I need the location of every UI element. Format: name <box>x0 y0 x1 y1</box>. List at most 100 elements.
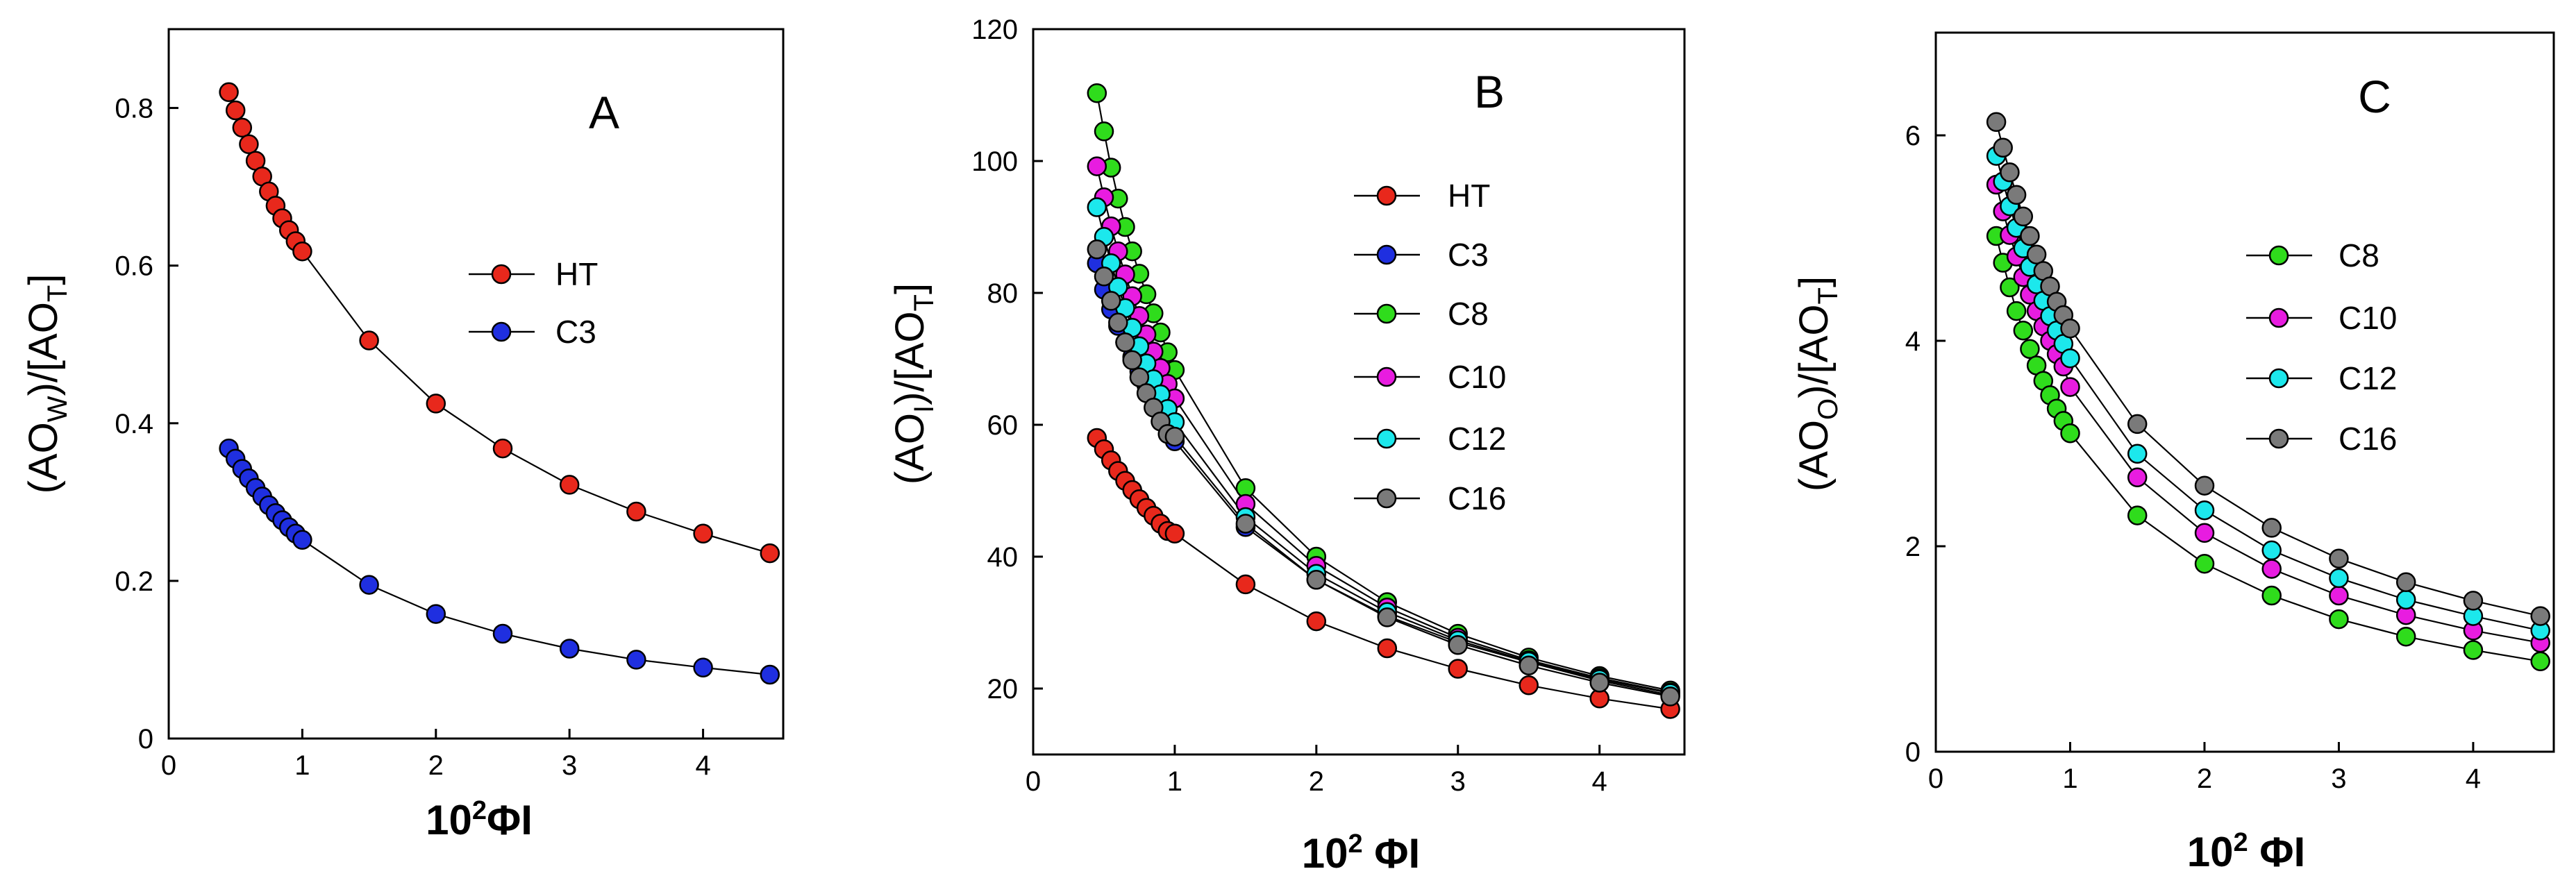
panel-b-plot-frame <box>1032 28 1686 756</box>
legend-label: C12 <box>1448 421 1506 457</box>
data-point-c3 <box>492 623 513 644</box>
panel-c-x-axis-title: 102 ΦI <box>2187 828 2305 875</box>
data-point-ht <box>1235 574 1256 595</box>
data-point-c16 <box>1377 607 1398 627</box>
panel-b-x-tick: 1 <box>1167 766 1182 797</box>
panel-c-x-axis: 0 1 2 3 4 <box>1928 742 2481 794</box>
legend-marker <box>1376 185 1397 206</box>
data-point-c16 <box>2194 475 2215 496</box>
panel-a-legend: HT C3 <box>469 256 598 350</box>
panel-b-y-axis: 20 40 60 80 100 120 <box>971 15 1043 705</box>
data-point-c16 <box>1589 673 1609 693</box>
data-point-c16 <box>1087 239 1107 260</box>
panel-b-x-tick: 4 <box>1592 766 1607 797</box>
data-point-c8 <box>2194 553 2215 574</box>
legend-item-c10: C10 <box>1354 359 1506 395</box>
panel-a: 0 1 2 3 4 0 0.2 0.4 0.6 0.8 A HT C3 <box>21 28 785 843</box>
legend-label: HT <box>555 256 598 292</box>
legend-marker <box>2268 307 2289 328</box>
legend-label: C3 <box>555 314 596 350</box>
data-point-ht <box>492 438 513 459</box>
data-point-c16 <box>1306 570 1327 590</box>
data-point-c3 <box>426 604 446 624</box>
panel-a-y-tick: 0 <box>138 724 153 754</box>
panel-a-y-axis: 0 0.2 0.4 0.6 0.8 <box>115 94 178 754</box>
data-point-c3 <box>292 530 312 550</box>
panel-c-x-tick: 2 <box>2197 764 2212 794</box>
data-point-c12 <box>2127 444 2148 464</box>
panel-b-letter: B <box>1474 66 1505 117</box>
data-point-ht <box>292 241 312 262</box>
data-point-ht <box>693 523 713 544</box>
data-point-c3 <box>626 650 646 670</box>
data-point-ht <box>359 330 379 351</box>
data-point-c16 <box>2530 606 2550 626</box>
data-point-c10 <box>2060 377 2080 397</box>
legend-marker <box>2268 245 2289 266</box>
panel-c-y-tick: 4 <box>1905 326 1921 357</box>
data-point-c8 <box>2006 301 2027 321</box>
panel-a-letter: A <box>589 87 619 138</box>
legend-item-c3: C3 <box>1354 237 1489 273</box>
panel-a-x-tick: 0 <box>161 750 176 781</box>
data-point-c3 <box>693 657 713 678</box>
data-point-c16 <box>2013 206 2034 227</box>
data-point-c8 <box>2020 339 2040 360</box>
panel-a-x-tick: 2 <box>428 750 444 781</box>
panel-b-legend: HT C3 C8 C10 C12 <box>1354 178 1506 516</box>
legend-item-c16: C16 <box>1354 480 1506 516</box>
legend-marker <box>1376 488 1397 509</box>
legend-marker <box>491 264 512 285</box>
data-point-ht <box>760 543 780 564</box>
data-point-ht <box>232 117 253 138</box>
panel-a-data <box>219 82 780 685</box>
panel-a-y-tick: 0.6 <box>115 251 153 282</box>
data-point-ht <box>239 134 259 155</box>
data-point-c3 <box>559 639 580 659</box>
panel-a-y-tick: 0.2 <box>115 566 153 597</box>
panel-a-x-axis: 0 1 2 3 4 <box>161 729 711 781</box>
legend-item-c10: C10 <box>2246 300 2397 336</box>
data-point-c10 <box>2127 467 2148 488</box>
data-point-c10 <box>2329 585 2349 606</box>
data-point-c16 <box>1660 686 1680 707</box>
data-point-c16 <box>2395 572 2416 593</box>
data-point-c16 <box>1115 332 1135 353</box>
panel-b-y-tick: 60 <box>987 410 1019 441</box>
data-point-c8 <box>2000 277 2020 298</box>
legend-item-c12: C12 <box>1354 421 1506 457</box>
legend-label: C10 <box>2339 300 2397 336</box>
data-point-c12 <box>2329 568 2349 589</box>
panel-c-x-tick: 0 <box>1928 764 1943 794</box>
panel-c-y-tick: 6 <box>1905 121 1921 151</box>
data-point-c8 <box>1094 121 1114 142</box>
data-point-c16 <box>2127 414 2148 435</box>
series-line-ht <box>1096 437 1671 710</box>
data-point-c16 <box>1101 291 1121 311</box>
panel-b-y-tick: 20 <box>987 674 1019 705</box>
data-point-c16 <box>1519 655 1539 676</box>
data-point-c12 <box>2395 589 2416 610</box>
panel-a-y-tick: 0.4 <box>115 409 153 439</box>
legend-label: C8 <box>1448 296 1489 332</box>
legend-item-c8: C8 <box>1354 296 1489 332</box>
legend-label: C3 <box>1448 237 1489 273</box>
panel-b-y-tick: 120 <box>971 15 1018 45</box>
panel-b-data <box>1087 83 1680 719</box>
legend-label: C16 <box>1448 480 1506 516</box>
data-point-c12 <box>2261 540 2282 561</box>
panel-c-x-tick: 1 <box>2062 764 2077 794</box>
panel-c-y-tick: 2 <box>1905 532 1921 562</box>
data-point-c16 <box>1235 514 1256 534</box>
legend-label: C8 <box>2339 237 2380 273</box>
panel-b-x-axis-title: 102 ΦI <box>1302 829 1420 877</box>
data-point-c16 <box>2026 244 2047 264</box>
panel-b-x-axis: 0 1 2 3 4 <box>1026 745 1607 797</box>
panel-a-x-tick: 1 <box>294 750 310 781</box>
data-point-c16 <box>2006 185 2027 205</box>
panel-b-y-tick: 100 <box>971 146 1018 177</box>
panel-a-plot-frame <box>167 28 785 740</box>
data-point-c16 <box>1094 267 1114 287</box>
data-point-c8 <box>2060 423 2080 444</box>
legend-label: C10 <box>1448 359 1506 395</box>
